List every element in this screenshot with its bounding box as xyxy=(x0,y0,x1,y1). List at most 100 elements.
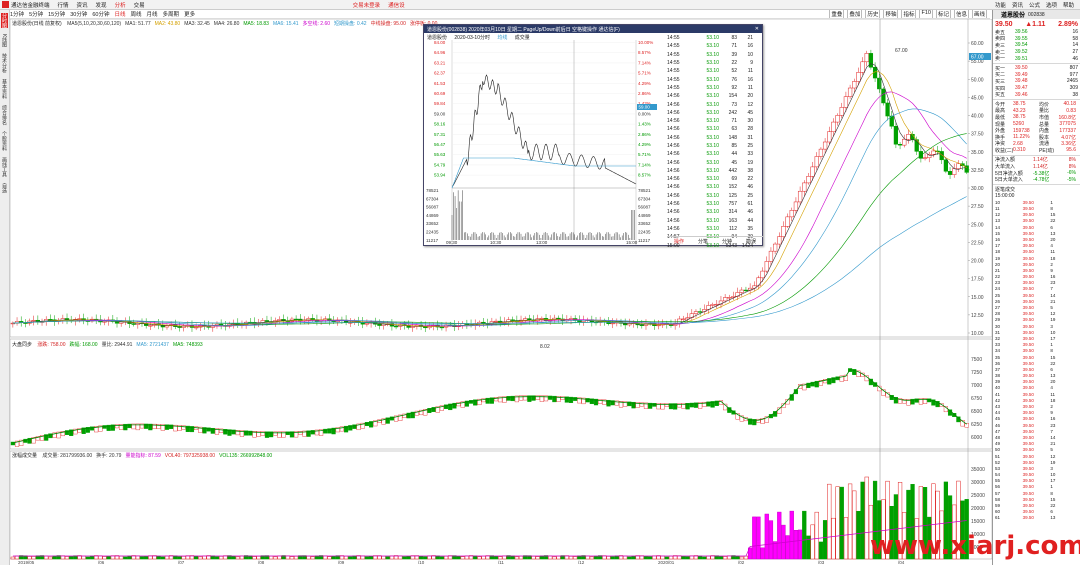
popup-titlebar[interactable]: 道恩股份(002838) 2020年03月10日 星期二 PageUp/Down… xyxy=(424,25,762,33)
menu-item[interactable]: 资讯 xyxy=(76,2,88,9)
tool-f10[interactable]: F10 xyxy=(919,10,933,18)
book-price: 39.51 xyxy=(1015,55,1028,62)
book-row[interactable]: 买一 39.50 807 xyxy=(993,65,1080,72)
menu-item[interactable]: 功能 xyxy=(994,2,1006,9)
period-60min[interactable]: 60分钟 xyxy=(92,12,110,18)
tool-stack[interactable]: 叠加 xyxy=(847,10,863,18)
intraday-time-tick: 15:00 xyxy=(626,240,638,245)
tool-overlap[interactable]: 重叠 xyxy=(829,10,845,18)
book-row[interactable]: 卖五 39.56 16 xyxy=(993,29,1080,36)
date-tick: /03 xyxy=(818,560,825,565)
footer-tab[interactable]: 勘误 xyxy=(745,238,756,245)
book-row[interactable]: 卖二 39.52 27 xyxy=(993,49,1080,56)
price-change: ▲1.11 xyxy=(1025,20,1046,28)
left-tab[interactable]: K线图 xyxy=(1,34,7,48)
footer-tab[interactable]: 操作 xyxy=(673,238,684,245)
indicator-bar xyxy=(427,408,432,413)
stat-key: 最高 xyxy=(995,108,1006,115)
menu-item[interactable]: 交易 xyxy=(133,2,145,9)
intraday-chart[interactable]: 84.00 64.96 63.21 62.37 61.53 60.69 59.84 59.00… xyxy=(424,40,664,245)
tick-row: 39 39.50 20 xyxy=(995,379,1078,385)
candle-body xyxy=(818,148,824,157)
book-row[interactable]: 买三 39.48 2465 xyxy=(993,78,1080,85)
period-week[interactable]: 周线 xyxy=(130,12,142,18)
menu-item[interactable]: 行情 xyxy=(57,2,69,9)
left-tab[interactable]: 画线工具 xyxy=(1,157,7,178)
menu-item[interactable]: 资讯 xyxy=(1011,2,1023,9)
tick-price: 53.10 xyxy=(706,184,719,191)
volume-bar xyxy=(860,481,865,560)
period-5min[interactable]: 5分钟 xyxy=(29,12,44,18)
tick-vol: 52 xyxy=(995,459,1001,465)
menu-item[interactable]: 公式 xyxy=(1028,2,1040,9)
indicator-bar xyxy=(127,423,132,429)
intraday-pct-tick: 8.57% xyxy=(638,173,651,178)
period-1min[interactable]: 1分钟 xyxy=(10,12,25,18)
indicator-bar xyxy=(452,402,457,409)
period-30min[interactable]: 30分钟 xyxy=(70,12,88,18)
book-row[interactable]: 买五 39.46 38 xyxy=(993,91,1080,99)
flow-value: -4.78亿 xyxy=(1033,177,1050,184)
tick-price: 39.50 xyxy=(1022,274,1034,280)
menu-item[interactable]: 发现 xyxy=(95,2,107,9)
tool-history[interactable]: 历史 xyxy=(865,10,881,18)
menu-item[interactable]: 帮助 xyxy=(1062,2,1074,9)
tool-mark[interactable]: 标记 xyxy=(935,10,951,18)
tool-indicator[interactable]: 指标 xyxy=(901,10,917,18)
indicator-bar xyxy=(89,426,95,431)
left-tab[interactable]: 综合排名 xyxy=(1,105,7,126)
indicator-bar xyxy=(764,416,769,423)
tool-draw[interactable]: 画线 xyxy=(971,10,987,18)
period-day[interactable]: 日线 xyxy=(114,12,126,18)
footer-tab[interactable]: 分笔 xyxy=(697,238,708,245)
book-row[interactable]: 卖四 39.55 58 xyxy=(993,36,1080,43)
intraday-pct-tick: 1.43% xyxy=(638,122,651,127)
period-month[interactable]: 月线 xyxy=(146,12,158,18)
intraday-popup[interactable]: 道恩股份(002838) 2020年03月10日 星期二 PageUp/Down… xyxy=(423,24,763,249)
footer-tab[interactable]: 分钟 xyxy=(721,238,732,245)
menu-item[interactable]: 分析 xyxy=(114,2,126,9)
stat-value: 159738 xyxy=(1013,127,1030,134)
tick-size: 10 xyxy=(1050,329,1056,335)
menu-item[interactable]: 选项 xyxy=(1045,2,1057,9)
book-row[interactable]: 买四 39.47 309 xyxy=(993,85,1080,92)
book-row[interactable]: 卖一 39.51 46 xyxy=(993,55,1080,63)
period-15min[interactable]: 15分钟 xyxy=(48,12,66,18)
tool-shift[interactable]: 移轴 xyxy=(883,10,899,18)
tick-row: 14:56 53.10 45 19 xyxy=(667,158,763,166)
indicator-bar xyxy=(664,403,669,407)
indicator-bar xyxy=(27,437,32,444)
indicator-bar xyxy=(406,412,411,419)
close-icon[interactable]: ✕ xyxy=(754,26,759,32)
indicator-bar xyxy=(523,395,528,401)
left-tab[interactable]: 基本资料 xyxy=(1,79,7,100)
axis-tick: 6750 xyxy=(971,396,982,402)
book-row[interactable]: 买二 39.49 977 xyxy=(993,72,1080,79)
left-tab[interactable]: 个股资料 xyxy=(1,131,7,152)
tick-row: 14:56 53.10 154 20 xyxy=(667,92,763,100)
volume-bar xyxy=(827,483,832,560)
candle-body xyxy=(802,182,807,192)
tool-info[interactable]: 信息 xyxy=(953,10,969,18)
left-tab[interactable]: 技术分析 xyxy=(1,53,7,74)
comm-settings[interactable]: 通信设 xyxy=(388,2,405,9)
axis-tick: 25.00 xyxy=(971,222,984,228)
tick-price: 53.10 xyxy=(706,109,719,116)
tick-time: 14:55 xyxy=(667,76,680,83)
legend-value: MA5: 18.83 xyxy=(243,21,269,27)
candle-body xyxy=(277,319,282,321)
tick-price: 39.50 xyxy=(1022,490,1034,496)
flow-key: 5日大单流入 xyxy=(995,177,1023,184)
candle-body xyxy=(743,289,749,292)
book-row[interactable]: 卖三 39.54 14 xyxy=(993,42,1080,49)
date-tick: /10 xyxy=(418,560,425,565)
left-tab[interactable]: 自选 xyxy=(1,183,7,194)
volume-bar xyxy=(314,555,320,560)
tick-row: 25 39.50 14 xyxy=(995,292,1078,298)
flow-key: 大单流入 xyxy=(995,164,1016,171)
period-multi[interactable]: 多周期 xyxy=(162,12,180,18)
tick-row: 36 39.50 22 xyxy=(995,360,1078,366)
intraday-vol-tick: 67304 xyxy=(638,196,651,201)
left-tab[interactable]: 分时图 xyxy=(1,13,8,28)
period-more[interactable]: 更多 xyxy=(184,12,196,18)
